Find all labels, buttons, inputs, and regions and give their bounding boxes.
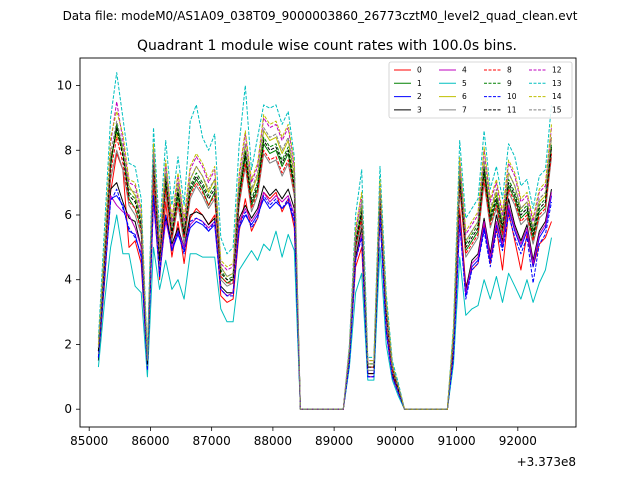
legend-label-1: 1 (417, 79, 422, 88)
x-tick-label: 85000 (70, 434, 108, 448)
legend-label-9: 9 (507, 79, 512, 88)
legend-label-14: 14 (552, 92, 562, 101)
x-tick-label: 89000 (315, 434, 353, 448)
y-tick-label: 6 (64, 208, 72, 222)
legend-label-8: 8 (507, 66, 512, 75)
x-tick-label: 88000 (254, 434, 292, 448)
x-tick-label: 90000 (376, 434, 414, 448)
legend-label-11: 11 (507, 105, 517, 114)
legend-label-5: 5 (462, 79, 467, 88)
legend-label-0: 0 (417, 66, 422, 75)
y-tick-label: 4 (64, 273, 72, 287)
x-tick-label: 92000 (499, 434, 537, 448)
y-tick-label: 10 (57, 79, 72, 93)
legend-label-4: 4 (462, 66, 467, 75)
legend-label-13: 13 (552, 79, 562, 88)
series-line-15 (97, 120, 552, 410)
x-tick-label: 86000 (131, 434, 169, 448)
legend-box (388, 61, 573, 119)
chart-title: Quadrant 1 module wise count rates with … (137, 38, 517, 54)
legend-label-6: 6 (462, 92, 467, 101)
legend-label-12: 12 (552, 66, 562, 75)
x-tick-label: 87000 (193, 434, 231, 448)
plot-frame (79, 57, 577, 428)
legend-label-3: 3 (417, 105, 422, 114)
y-tick-label: 2 (64, 337, 72, 351)
x-tick-label: 91000 (437, 434, 475, 448)
legend-label-10: 10 (507, 92, 517, 101)
legend-label-7: 7 (462, 105, 467, 114)
legend-label-15: 15 (552, 105, 562, 114)
series-line-9 (97, 130, 552, 410)
legend-label-2: 2 (417, 92, 422, 101)
y-tick-label: 0 (64, 402, 72, 416)
figure-suptitle: Data file: modeM0/AS1A09_038T09_90000038… (63, 9, 578, 23)
x-offset-label: +3.373e8 (517, 455, 576, 469)
y-tick-label: 8 (64, 143, 72, 157)
